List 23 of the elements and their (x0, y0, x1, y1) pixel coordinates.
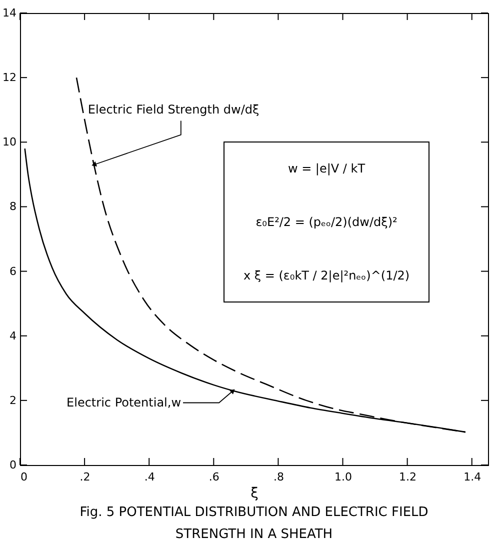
y-tick-label: 12 (2, 71, 16, 84)
y-tick-label: 8 (10, 200, 16, 214)
legend-label: Electric Potential,w (66, 396, 182, 410)
annotation: ε₀E²/2 = (pₑₒ/2)(dw/dξ)² (256, 215, 398, 229)
x-tick-label: .2 (80, 470, 90, 484)
y-tick-label: 14 (2, 6, 16, 20)
x-tick-label: .6 (208, 470, 220, 484)
annotation: x ξ = (ε₀kT / 2|e|²nₑₒ)^(1/2) (243, 268, 410, 282)
series-label: Electric Field Strength dw/dξ (88, 102, 260, 117)
y-tick-label: 4 (10, 329, 16, 342)
annotation: w = |e|V / kT (288, 162, 366, 176)
x-tick-label: .8 (273, 470, 284, 484)
y-tick-label: 0 (10, 458, 16, 472)
x-axis-title: ξ (250, 486, 258, 502)
x-tick-label: 1.0 (334, 470, 352, 484)
y-tick-label: 6 (10, 264, 16, 278)
text: Fig. 5 POTENTIAL DISTRIBUTION AND ELECTRIC FIELD STRENGTH IN A SHEATH (80, 505, 428, 542)
x-tick-label: 1.4 (464, 470, 482, 484)
x-tick-label: 1.2 (399, 470, 417, 484)
y-tick-label: 2 (10, 394, 16, 407)
x-tick-label: 0 (20, 470, 28, 484)
x-tick-label: .4 (144, 470, 155, 484)
y-tick-label: 10 (2, 136, 16, 149)
